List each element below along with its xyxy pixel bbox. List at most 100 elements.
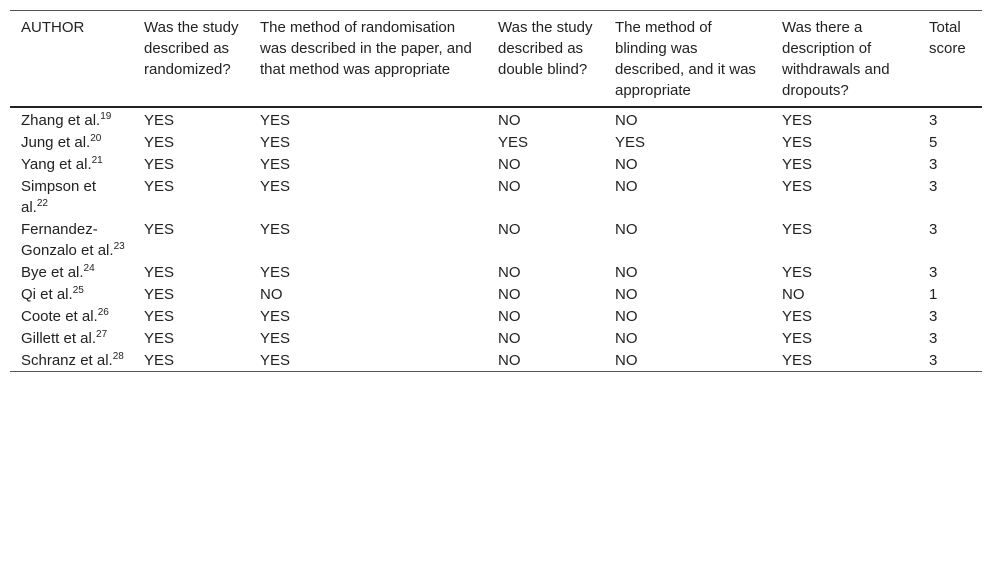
table-cell: 3 xyxy=(929,178,938,195)
table-cell: YES xyxy=(144,221,175,238)
header-cell: The method of blinding was described, an… xyxy=(615,19,756,99)
reference-number: 20 xyxy=(90,133,102,144)
table-cell: YES xyxy=(782,352,813,369)
reference-number: 28 xyxy=(112,351,124,362)
author-cell: Fernandez-Gonzalo et al.23 xyxy=(10,218,133,261)
author-name: Yang et al. xyxy=(21,156,92,173)
table-cell: NO xyxy=(498,112,521,129)
table-cell: YES xyxy=(782,264,813,281)
header-cell: AUTHOR xyxy=(21,19,85,36)
table-body: Zhang et al.19 YES YES NO NO YES 3 Jung et al.2… xyxy=(10,107,982,372)
table-cell: YES xyxy=(260,134,291,151)
table-row: Yang et al.21 YES YES NO NO YES 3 xyxy=(10,153,982,175)
table-cell: YES xyxy=(782,221,813,238)
table-cell: NO xyxy=(498,156,521,173)
table-cell: NO xyxy=(260,286,283,303)
table-cell: YES xyxy=(144,286,175,303)
author-name: Fernandez-Gonzalo et al. xyxy=(21,221,114,259)
header-row: AUTHOR Was the study described as randomi… xyxy=(10,10,982,107)
table-cell: YES xyxy=(144,352,175,369)
table-cell: YES xyxy=(260,156,291,173)
table-cell: NO xyxy=(498,221,521,238)
author-name: Bye et al. xyxy=(21,264,84,281)
table-row: Schranz et al.28 YES YES NO NO YES 3 xyxy=(10,349,982,372)
table-cell: 1 xyxy=(929,286,938,303)
table-cell: NO xyxy=(615,112,638,129)
table-cell: YES xyxy=(782,134,813,151)
reference-number: 26 xyxy=(97,307,109,318)
table-row: Jung et al.20 YES YES YES YES YES 5 xyxy=(10,131,982,153)
table-cell: 3 xyxy=(929,264,938,281)
table-cell: YES xyxy=(144,264,175,281)
author-cell: Jung et al.20 xyxy=(10,131,133,153)
table-cell: NO xyxy=(498,308,521,325)
table-cell: 3 xyxy=(929,330,938,347)
author-name: Zhang et al. xyxy=(21,112,101,129)
author-cell: Bye et al.24 xyxy=(10,261,133,283)
table-cell: NO xyxy=(615,178,638,195)
table-cell: NO xyxy=(615,308,638,325)
table-cell: 3 xyxy=(929,156,938,173)
table-cell: YES xyxy=(260,112,291,129)
author-name: Coote et al. xyxy=(21,308,98,325)
table-cell: 5 xyxy=(929,134,938,151)
reference-number: 19 xyxy=(100,111,112,122)
table-cell: YES xyxy=(144,178,175,195)
table-row: Bye et al.24 YES YES NO NO YES 3 xyxy=(10,261,982,283)
table-cell: NO xyxy=(615,286,638,303)
table-cell: YES xyxy=(782,308,813,325)
table-cell: YES xyxy=(782,156,813,173)
header-cell: Was the study described as double blind? xyxy=(498,19,593,78)
table-cell: 3 xyxy=(929,112,938,129)
table-cell: YES xyxy=(144,112,175,129)
author-cell: Yang et al.21 xyxy=(10,153,133,175)
author-cell: Qi et al.25 xyxy=(10,283,133,305)
table-cell: YES xyxy=(260,308,291,325)
table-cell: NO xyxy=(498,286,521,303)
table-cell: YES xyxy=(144,156,175,173)
author-name: Schranz et al. xyxy=(21,352,113,369)
table-cell: NO xyxy=(498,352,521,369)
author-name: Qi et al. xyxy=(21,286,73,303)
table-cell: YES xyxy=(782,330,813,347)
table-cell: NO xyxy=(615,156,638,173)
reference-number: 21 xyxy=(91,155,103,166)
author-cell: Gillett et al.27 xyxy=(10,327,133,349)
table-cell: YES xyxy=(144,308,175,325)
table-cell: YES xyxy=(260,264,291,281)
author-cell: Zhang et al.19 xyxy=(10,107,133,131)
table-cell: YES xyxy=(144,330,175,347)
author-name: Jung et al. xyxy=(21,134,91,151)
table-cell: YES xyxy=(260,178,291,195)
author-cell: Schranz et al.28 xyxy=(10,349,133,372)
table-row: Gillett et al.27 YES YES NO NO YES 3 xyxy=(10,327,982,349)
author-name: Gillett et al. xyxy=(21,330,97,347)
table-cell: YES xyxy=(260,330,291,347)
reference-number: 23 xyxy=(113,241,125,252)
table-cell: NO xyxy=(498,178,521,195)
table-cell: YES xyxy=(260,352,291,369)
header-cell: Was the study described as randomized? xyxy=(144,19,239,78)
table-cell: YES xyxy=(782,112,813,129)
table-row: Zhang et al.19 YES YES NO NO YES 3 xyxy=(10,107,982,131)
table-cell: NO xyxy=(615,330,638,347)
table-cell: YES xyxy=(615,134,646,151)
table-cell: 3 xyxy=(929,221,938,238)
reference-number: 27 xyxy=(96,329,108,340)
quality-table: AUTHOR Was the study described as randomi… xyxy=(10,10,982,372)
table-cell: YES xyxy=(260,221,291,238)
header-cell: The method of randomisation was describe… xyxy=(260,19,472,78)
reference-number: 22 xyxy=(36,198,48,209)
table-cell: NO xyxy=(498,264,521,281)
author-cell: Coote et al.26 xyxy=(10,305,133,327)
table-cell: NO xyxy=(498,330,521,347)
table-cell: NO xyxy=(782,286,805,303)
table-row: Coote et al.26 YES YES NO NO YES 3 xyxy=(10,305,982,327)
table-header: AUTHOR Was the study described as randomi… xyxy=(10,10,982,107)
table-cell: YES xyxy=(144,134,175,151)
table-cell: 3 xyxy=(929,308,938,325)
header-cell: Total score xyxy=(929,19,966,57)
table-row: Qi et al.25 YES NO NO NO NO 1 xyxy=(10,283,982,305)
table-cell: YES xyxy=(782,178,813,195)
